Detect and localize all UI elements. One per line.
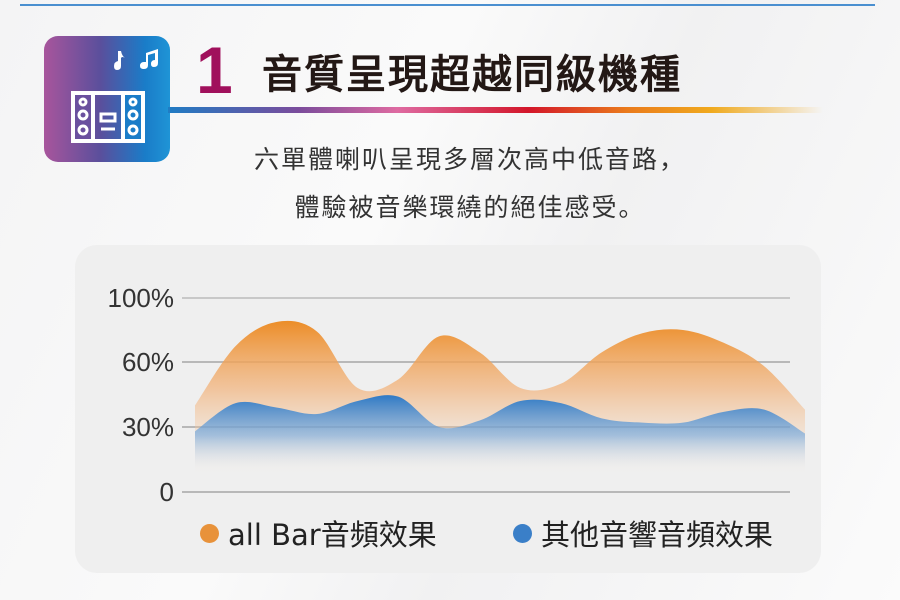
subtitle-line-2: 體驗被音樂環繞的絕佳感受。: [294, 193, 646, 222]
top-divider: [20, 4, 875, 6]
y-tick-label: 100%: [107, 283, 175, 313]
page-title: 音質呈現超越同級機種: [262, 52, 682, 98]
series-area-other: [195, 395, 805, 469]
legend-swatch-orange: [200, 523, 219, 543]
section-number: 1: [196, 33, 233, 107]
legend-label: 其他音響音頻效果: [541, 518, 774, 552]
title-underline: [168, 107, 823, 113]
y-tick-label: 0: [159, 477, 174, 507]
y-tick-label: 30%: [121, 412, 174, 442]
legend-swatch-blue: [513, 523, 532, 543]
legend-item-other: 其他音響音頻效果: [513, 512, 773, 554]
subtitle-line-1: 六單體喇叭呈現多層次高中低音路，: [253, 145, 686, 174]
stereo-speaker-music-icon: [44, 36, 170, 162]
legend-label: all Bar音頻效果: [228, 518, 437, 552]
legend-item-allbar: all Bar音頻效果: [200, 512, 437, 554]
y-tick-label: 60%: [121, 347, 174, 377]
